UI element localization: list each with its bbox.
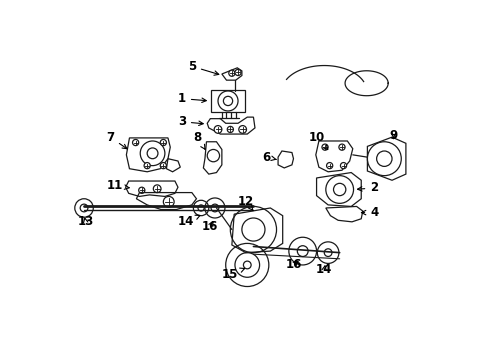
Circle shape <box>160 139 167 145</box>
Circle shape <box>214 126 222 133</box>
Text: 12: 12 <box>238 194 254 211</box>
Text: 14: 14 <box>177 215 200 228</box>
Circle shape <box>227 126 233 132</box>
Text: 11: 11 <box>107 179 129 192</box>
Text: 13: 13 <box>77 215 94 228</box>
Text: 10: 10 <box>308 131 328 149</box>
Text: 7: 7 <box>106 131 127 149</box>
Text: 1: 1 <box>178 92 206 105</box>
Circle shape <box>341 163 346 169</box>
Circle shape <box>235 69 241 76</box>
Text: 8: 8 <box>193 131 205 149</box>
Circle shape <box>153 185 161 193</box>
Text: 5: 5 <box>188 60 219 75</box>
Text: 16: 16 <box>202 220 219 233</box>
Text: 14: 14 <box>316 263 332 276</box>
Circle shape <box>163 197 174 207</box>
Text: 3: 3 <box>178 115 203 128</box>
Text: 9: 9 <box>390 129 398 142</box>
Text: 2: 2 <box>358 181 378 194</box>
Text: 16: 16 <box>285 258 302 271</box>
Circle shape <box>322 144 328 150</box>
Circle shape <box>327 163 333 169</box>
Text: 6: 6 <box>263 150 276 164</box>
Text: 4: 4 <box>362 206 378 219</box>
Circle shape <box>144 163 150 169</box>
Text: 15: 15 <box>222 268 245 281</box>
Circle shape <box>132 139 139 145</box>
Circle shape <box>339 144 345 150</box>
Circle shape <box>229 70 235 76</box>
Circle shape <box>239 126 246 133</box>
Circle shape <box>139 187 145 193</box>
Circle shape <box>160 163 167 169</box>
